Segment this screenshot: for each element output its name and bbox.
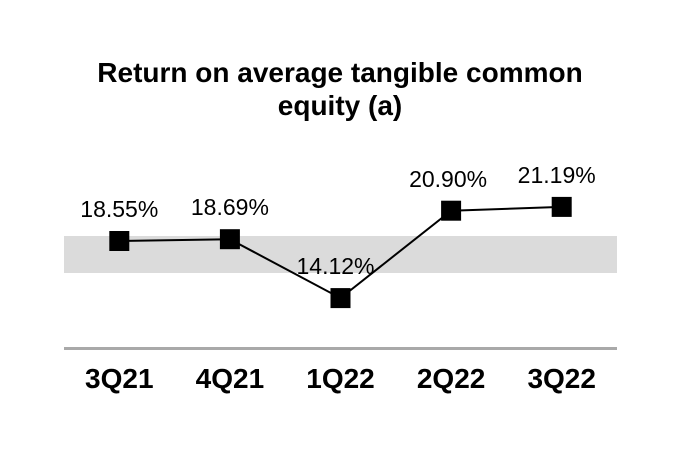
data-label: 20.90% <box>409 166 488 192</box>
x-axis-label: 1Q22 <box>306 363 375 394</box>
x-axis-line <box>64 347 617 350</box>
chart-title: Return on average tangible common equity… <box>0 56 680 122</box>
data-point-marker <box>441 200 462 221</box>
data-point-marker <box>219 229 240 250</box>
x-axis-label: 3Q21 <box>85 363 154 394</box>
data-label: 21.19% <box>517 162 596 188</box>
x-axis-label: 3Q22 <box>527 363 596 394</box>
data-point-marker <box>109 231 130 251</box>
x-axis-label: 2Q22 <box>416 363 486 394</box>
data-point-marker <box>330 288 351 309</box>
highlight-band <box>64 236 617 273</box>
x-axis-label: 4Q21 <box>195 363 265 394</box>
data-point-marker <box>551 196 572 217</box>
data-label: 18.55% <box>80 196 159 222</box>
chart-title-text: Return on average tangible common equity… <box>97 57 583 121</box>
data-label: 14.12% <box>296 253 375 279</box>
data-label: 18.69% <box>190 194 269 220</box>
